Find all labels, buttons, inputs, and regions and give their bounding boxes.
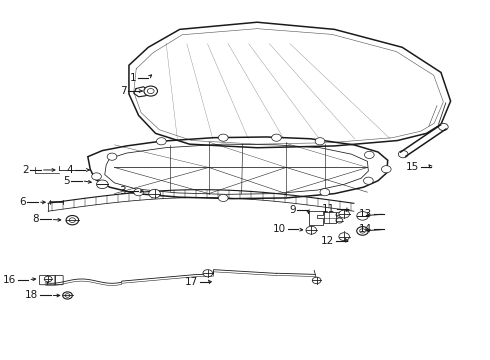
Text: 10: 10 [273, 225, 286, 234]
Circle shape [315, 138, 325, 145]
Text: 12: 12 [321, 236, 335, 246]
Circle shape [219, 194, 228, 202]
Circle shape [357, 212, 368, 220]
Text: 17: 17 [185, 277, 198, 287]
Circle shape [92, 173, 101, 180]
Text: 1: 1 [129, 73, 136, 83]
Circle shape [203, 270, 213, 277]
Circle shape [336, 218, 343, 223]
Circle shape [312, 277, 321, 284]
Circle shape [156, 138, 166, 145]
Circle shape [107, 153, 117, 160]
Text: 15: 15 [406, 162, 419, 172]
Text: 9: 9 [289, 206, 296, 216]
Text: 5: 5 [63, 176, 70, 186]
Text: 18: 18 [25, 291, 39, 301]
Circle shape [336, 212, 343, 217]
Circle shape [219, 134, 228, 141]
Text: 2: 2 [22, 165, 29, 175]
Circle shape [365, 151, 374, 158]
Circle shape [144, 86, 157, 96]
Circle shape [134, 189, 144, 196]
Text: 3: 3 [119, 186, 125, 196]
Circle shape [398, 150, 408, 158]
Circle shape [306, 226, 317, 234]
Text: 16: 16 [3, 275, 16, 285]
Circle shape [149, 189, 160, 198]
Circle shape [357, 226, 368, 235]
Circle shape [271, 134, 281, 141]
Text: 8: 8 [32, 215, 39, 224]
Circle shape [44, 276, 52, 282]
Circle shape [381, 166, 391, 173]
Text: 11: 11 [322, 204, 336, 215]
Circle shape [364, 177, 373, 184]
Circle shape [439, 123, 448, 131]
Text: 7: 7 [120, 86, 126, 96]
Circle shape [320, 189, 330, 196]
Circle shape [339, 210, 349, 218]
Circle shape [63, 292, 73, 299]
Text: 4: 4 [67, 165, 74, 175]
Text: 13: 13 [359, 209, 372, 219]
Circle shape [66, 216, 78, 225]
Circle shape [97, 180, 108, 189]
Text: 14: 14 [359, 225, 372, 234]
Text: 6: 6 [19, 197, 26, 207]
Circle shape [339, 233, 349, 240]
